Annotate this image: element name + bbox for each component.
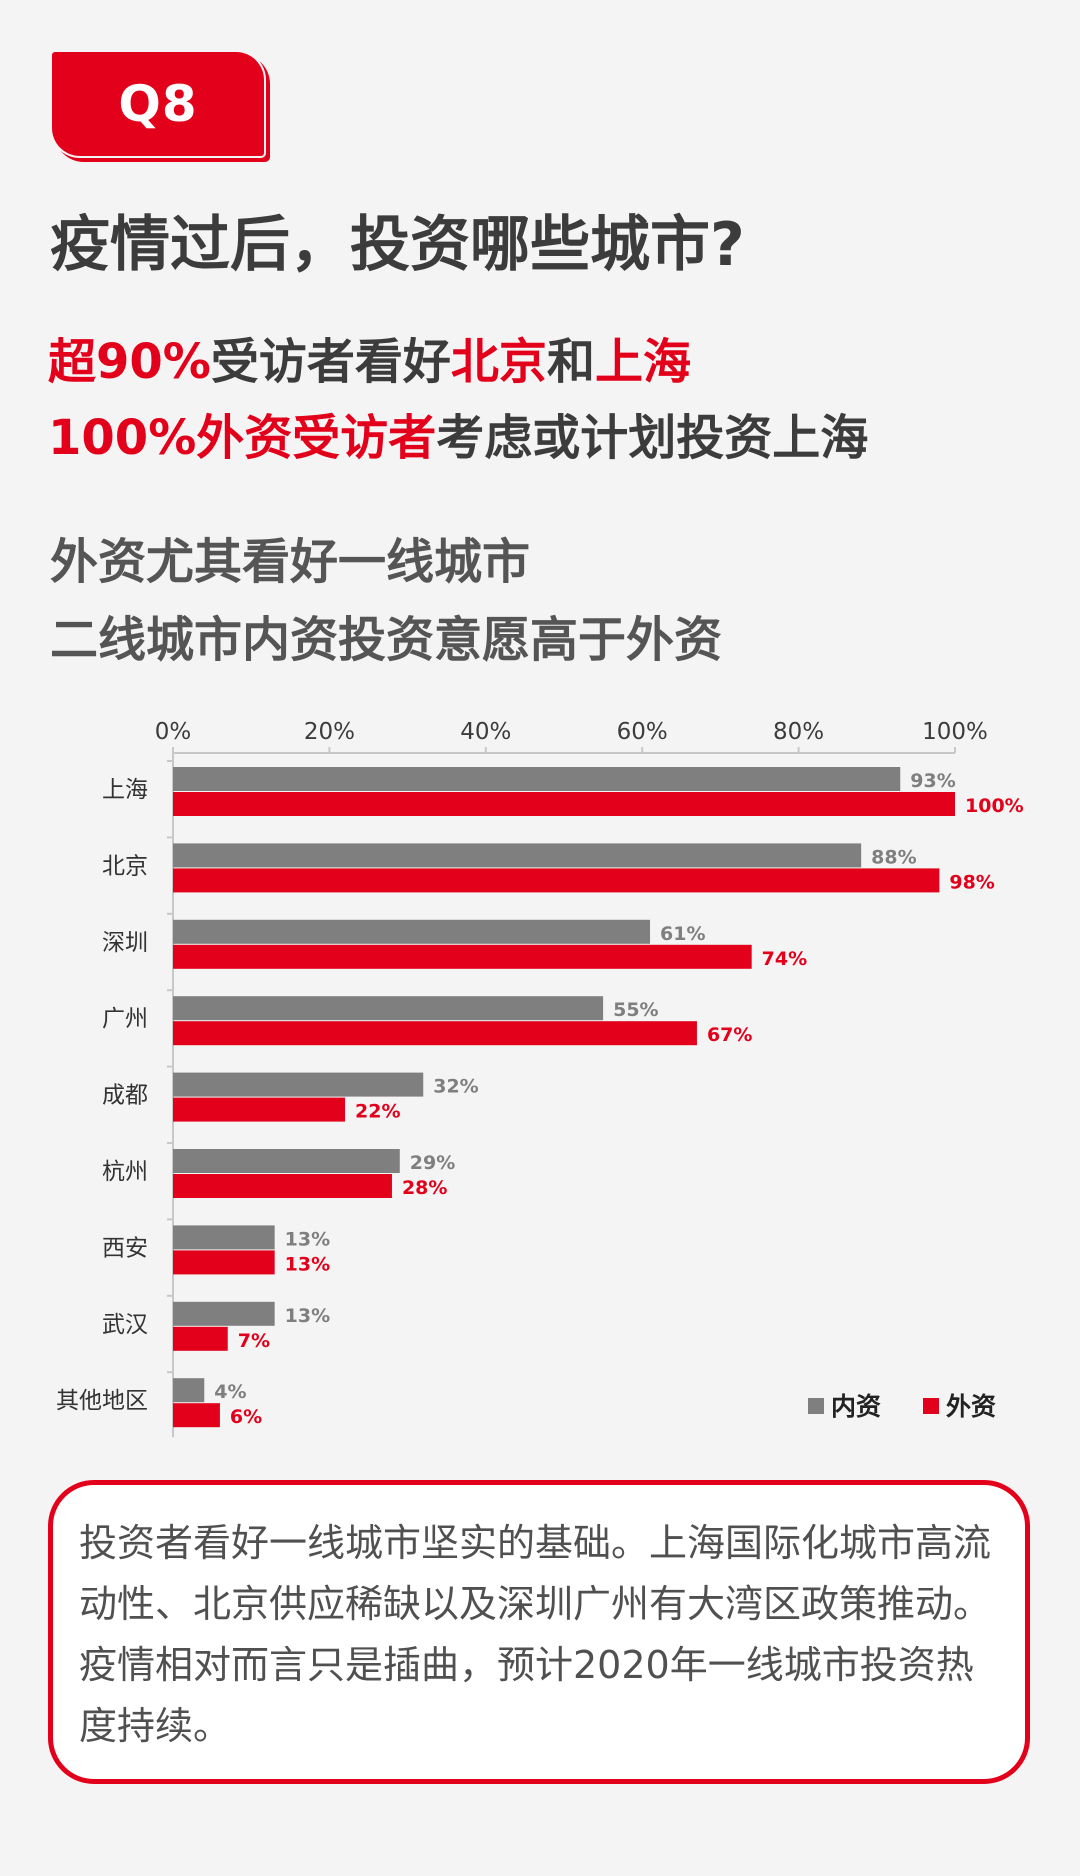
data-label-domestic: 61%: [660, 923, 705, 945]
data-label-foreign: 100%: [965, 795, 1024, 817]
finding-1-shanghai: 上海: [594, 334, 691, 390]
key-finding-2: 100%外资受访者考虑或计划投资上海: [48, 398, 868, 468]
data-label-foreign: 6%: [230, 1406, 262, 1428]
data-label-domestic: 93%: [910, 770, 955, 792]
data-label-domestic: 88%: [871, 846, 916, 868]
category-label: 西安: [102, 1235, 148, 1261]
bar-foreign: [173, 868, 940, 893]
category-label: 其他地区: [56, 1388, 148, 1414]
category-label: 深圳: [102, 930, 148, 956]
data-label-domestic: 29%: [410, 1152, 455, 1174]
data-label-foreign: 22%: [355, 1101, 400, 1123]
summary-text: 投资者看好一线城市坚实的基础。上海国际化城市高流动性、北京供应稀缺以及深圳广州有…: [79, 1521, 992, 1748]
legend-label-domestic: 内资: [831, 1392, 881, 1421]
data-label-foreign: 98%: [949, 871, 994, 893]
bar-domestic: [173, 767, 901, 791]
key-finding-1: 超90%受访者看好北京和上海: [48, 322, 691, 392]
bar-domestic: [173, 1072, 424, 1097]
legend-swatch-foreign: [923, 1398, 939, 1414]
data-label-foreign: 13%: [285, 1253, 330, 1275]
category-label: 广州: [102, 1006, 148, 1032]
legend-label-foreign: 外资: [946, 1392, 996, 1421]
category-label: 成都: [102, 1083, 148, 1109]
data-label-foreign: 28%: [402, 1177, 447, 1199]
finding-1-and: 和: [546, 334, 595, 390]
legend-swatch-domestic: [808, 1398, 824, 1414]
data-label-domestic: 13%: [285, 1228, 330, 1250]
x-tick-label: 20%: [304, 719, 355, 745]
x-tick-label: 40%: [460, 719, 511, 745]
data-label-domestic: 4%: [214, 1381, 246, 1403]
bar-foreign: [173, 1250, 275, 1275]
bar-foreign: [173, 1326, 228, 1351]
bar-foreign: [173, 1021, 697, 1046]
data-label-foreign: 74%: [762, 948, 807, 970]
bar-foreign: [173, 792, 955, 816]
finding-2-text: 考虑或计划投资上海: [436, 410, 869, 466]
data-label-foreign: 7%: [238, 1330, 270, 1352]
bar-domestic: [173, 1225, 275, 1250]
city-investment-bar-chart: 0% 20% 40% 60% 80% 100% 上海 93% 100% 北京 88% 98% 深圳 61%…: [56, 719, 1024, 1438]
chart-headline-2: 二线城市内资投资意愿高于外资: [50, 612, 723, 668]
bar-domestic: [173, 1378, 205, 1403]
data-label-domestic: 32%: [433, 1076, 478, 1098]
bar-domestic: [173, 1149, 400, 1173]
finding-1-text: 受访者看好: [210, 334, 451, 390]
bar-foreign: [173, 1403, 220, 1428]
chart-headline-1: 外资尤其看好一线城市: [50, 534, 531, 590]
question-badge: Q8: [52, 52, 264, 156]
summary-box: 投资者看好一线城市坚实的基础。上海国际化城市高流动性、北京供应稀缺以及深圳广州有…: [48, 1480, 1030, 1784]
category-label: 上海: [102, 777, 148, 803]
x-tick-label: 80%: [773, 719, 824, 745]
bar-domestic: [173, 843, 862, 868]
finding-2-highlight: 100%外资受访者: [48, 410, 437, 466]
bar-domestic: [173, 919, 651, 944]
x-tick-label: 100%: [922, 719, 988, 745]
bar-domestic: [173, 1301, 275, 1326]
bar-domestic: [173, 996, 604, 1021]
category-label: 武汉: [102, 1312, 148, 1338]
bar-foreign: [173, 1174, 392, 1198]
data-label-foreign: 67%: [707, 1024, 752, 1046]
x-tick-label: 60%: [617, 719, 668, 745]
question-number: Q8: [118, 75, 198, 133]
bar-foreign: [173, 1097, 346, 1122]
x-tick-label: 0%: [155, 719, 192, 745]
finding-1-beijing: 北京: [450, 334, 547, 390]
data-label-domestic: 55%: [613, 999, 658, 1021]
page-title: 疫情过后，投资哪些城市?: [50, 210, 745, 280]
data-label-domestic: 13%: [285, 1305, 330, 1327]
bar-foreign: [173, 944, 752, 969]
category-label: 杭州: [102, 1159, 148, 1185]
category-label: 北京: [102, 853, 148, 879]
finding-1-percent: 超90%: [48, 334, 211, 390]
